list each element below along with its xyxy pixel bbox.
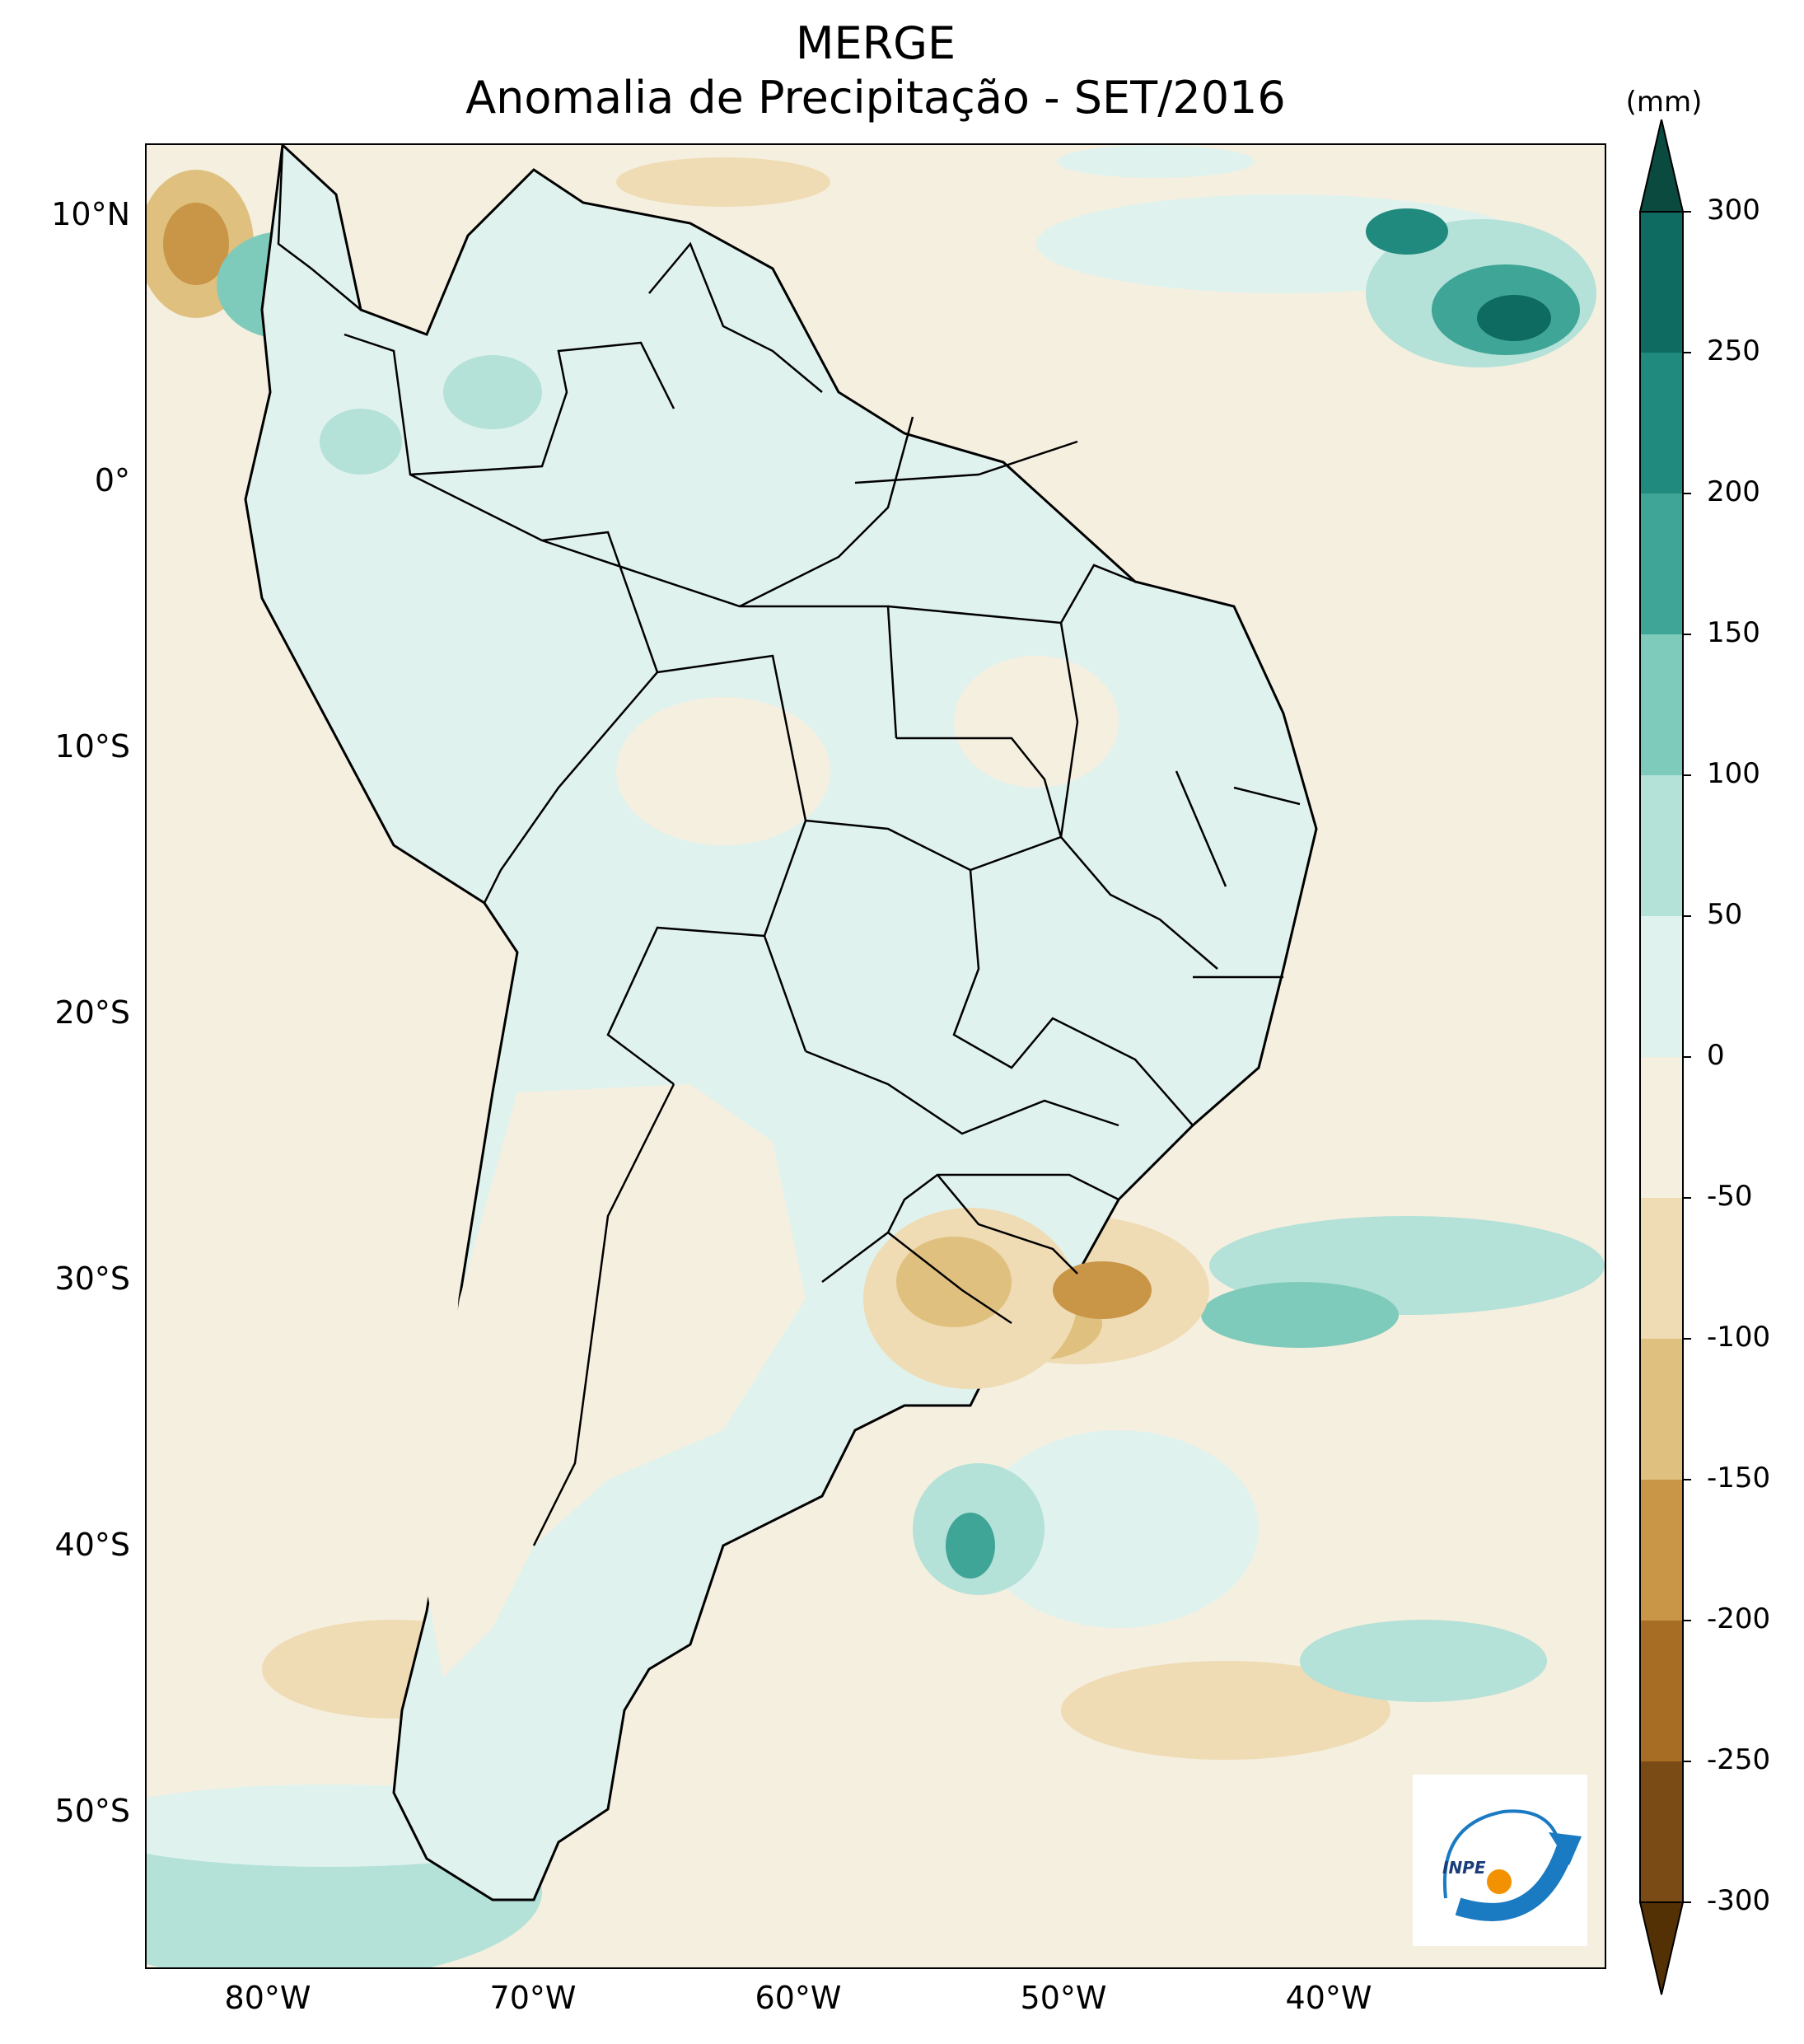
map-subtitle: Anomalia de Precipitação - SET/2016 [465, 72, 1286, 124]
colorbar-tick-neg300: -300 [1707, 1884, 1771, 1917]
lat-label-0: 0° [94, 462, 130, 498]
colorbar [1638, 119, 1691, 1995]
colorbar-tick-neg50: -50 [1707, 1180, 1753, 1213]
colorbar-unit: (mm) [1625, 86, 1703, 119]
lat-label-10s: 10°S [54, 728, 130, 765]
colorbar-segment [1640, 1198, 1683, 1340]
lon-label-70w: 70°W [489, 1980, 577, 2016]
colorbar-segment [1640, 493, 1683, 635]
colorbar-tick-neg100: -100 [1707, 1321, 1771, 1354]
colorbar-segment [1640, 916, 1683, 1058]
colorbar-segment [1640, 212, 1683, 353]
lon-label-80w: 80°W [224, 1980, 311, 2016]
colorbar-tick-100: 100 [1707, 757, 1760, 790]
colorbar-tick-250: 250 [1707, 334, 1760, 367]
colorbar-segment [1640, 1761, 1683, 1903]
colorbar-tick-50: 50 [1707, 898, 1743, 931]
colorbar-tick-neg200: -200 [1707, 1602, 1771, 1635]
colorbar-extend-bottom [1638, 1901, 1685, 1995]
colorbar-segment [1640, 1057, 1683, 1199]
colorbar-segment [1640, 1339, 1683, 1480]
map-canvas [147, 145, 1605, 1967]
land-neutral-region [418, 1084, 806, 1677]
colorbar-segment [1640, 353, 1683, 494]
country-state-boundaries [277, 145, 1301, 1546]
colorbar-segment [1640, 1480, 1683, 1621]
colorbar-segment [1640, 634, 1683, 776]
colorbar-tick-0: 0 [1707, 1039, 1725, 1072]
colorbar-tick-300: 300 [1707, 194, 1760, 227]
lon-label-40w: 40°W [1285, 1980, 1372, 2016]
lon-label-50w: 50°W [1020, 1980, 1107, 2016]
colorbar-tick-200: 200 [1707, 475, 1760, 508]
colorbar-segment [1640, 775, 1683, 917]
colorbar-tick-neg250: -250 [1707, 1743, 1771, 1776]
colorbar-extend-top [1638, 119, 1685, 213]
inpe-logo: INPE [1413, 1775, 1587, 1946]
lat-label-10n: 10°N [51, 196, 130, 232]
colorbar-segment [1640, 1621, 1683, 1762]
lat-label-20s: 20°S [54, 994, 130, 1031]
lat-label-30s: 30°S [54, 1261, 130, 1297]
colorbar-tick-neg150: -150 [1707, 1462, 1771, 1494]
precipitation-anomaly-map [145, 143, 1606, 1969]
lon-label-60w: 60°W [755, 1980, 842, 2016]
colorbar-tick-150: 150 [1707, 616, 1760, 649]
lat-label-40s: 40°S [54, 1527, 130, 1563]
lat-label-50s: 50°S [54, 1793, 130, 1829]
logo-text: INPE [1442, 1858, 1486, 1878]
map-title: MERGE [795, 17, 956, 69]
